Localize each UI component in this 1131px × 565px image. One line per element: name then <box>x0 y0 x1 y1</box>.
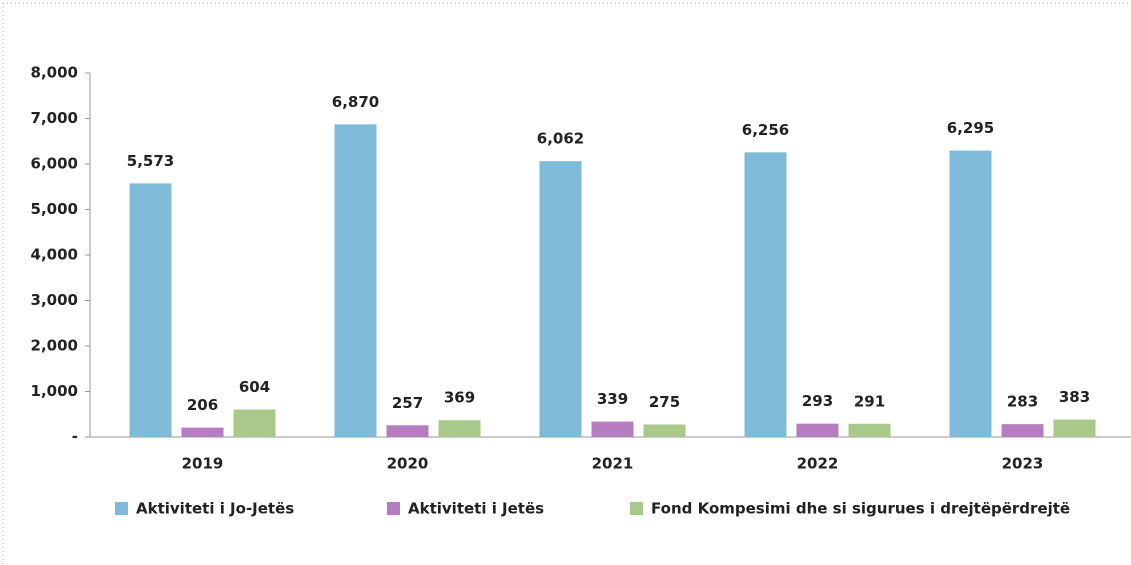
bar <box>591 421 634 437</box>
y-tick-label: 5,000 <box>31 200 78 218</box>
value-label: 604 <box>239 378 270 396</box>
value-label: 293 <box>802 392 833 410</box>
bar <box>539 161 582 437</box>
bar <box>334 124 377 437</box>
y-tick-label: 4,000 <box>31 246 78 264</box>
x-tick-label: 2022 <box>797 455 839 473</box>
bar <box>744 152 787 438</box>
bar <box>848 423 891 437</box>
value-label: 283 <box>1007 393 1038 411</box>
value-label: 6,295 <box>947 119 994 137</box>
bar <box>643 424 686 437</box>
value-label: 291 <box>854 392 885 410</box>
bar <box>129 183 172 437</box>
value-label: 257 <box>392 394 423 412</box>
y-tick-label: - <box>72 428 78 446</box>
bar <box>796 423 839 437</box>
legend-swatch <box>630 502 643 515</box>
value-label: 6,870 <box>332 93 379 111</box>
bar <box>438 420 481 437</box>
y-tick-label: 8,000 <box>31 64 78 82</box>
value-label: 383 <box>1059 388 1090 406</box>
value-label: 6,256 <box>742 121 789 139</box>
value-label: 369 <box>444 389 475 407</box>
x-tick-label: 2019 <box>182 455 224 473</box>
bar <box>233 409 276 437</box>
value-label: 275 <box>649 393 680 411</box>
legend-label: Aktiviteti i Jetës <box>408 500 544 518</box>
legend-swatch <box>387 502 400 515</box>
bar <box>1001 424 1044 437</box>
y-tick-label: 3,000 <box>31 291 78 309</box>
value-label: 6,062 <box>537 130 584 148</box>
value-label: 206 <box>187 396 218 414</box>
x-tick-label: 2021 <box>592 455 634 473</box>
bar <box>1053 419 1096 437</box>
value-label: 339 <box>597 390 628 408</box>
legend-label: Aktiviteti i Jo-Jetës <box>136 500 294 518</box>
x-tick-label: 2023 <box>1002 455 1044 473</box>
y-tick-label: 6,000 <box>31 155 78 173</box>
bar <box>386 425 429 437</box>
y-tick-label: 1,000 <box>31 382 78 400</box>
bar <box>949 150 992 437</box>
value-label: 5,573 <box>127 152 174 170</box>
bar <box>181 427 224 437</box>
x-tick-label: 2020 <box>387 455 429 473</box>
y-tick-label: 2,000 <box>31 337 78 355</box>
legend-label: Fond Kompesimi dhe si sigurues i drejtëp… <box>651 500 1070 518</box>
y-tick-label: 7,000 <box>31 109 78 127</box>
legend-swatch <box>115 502 128 515</box>
